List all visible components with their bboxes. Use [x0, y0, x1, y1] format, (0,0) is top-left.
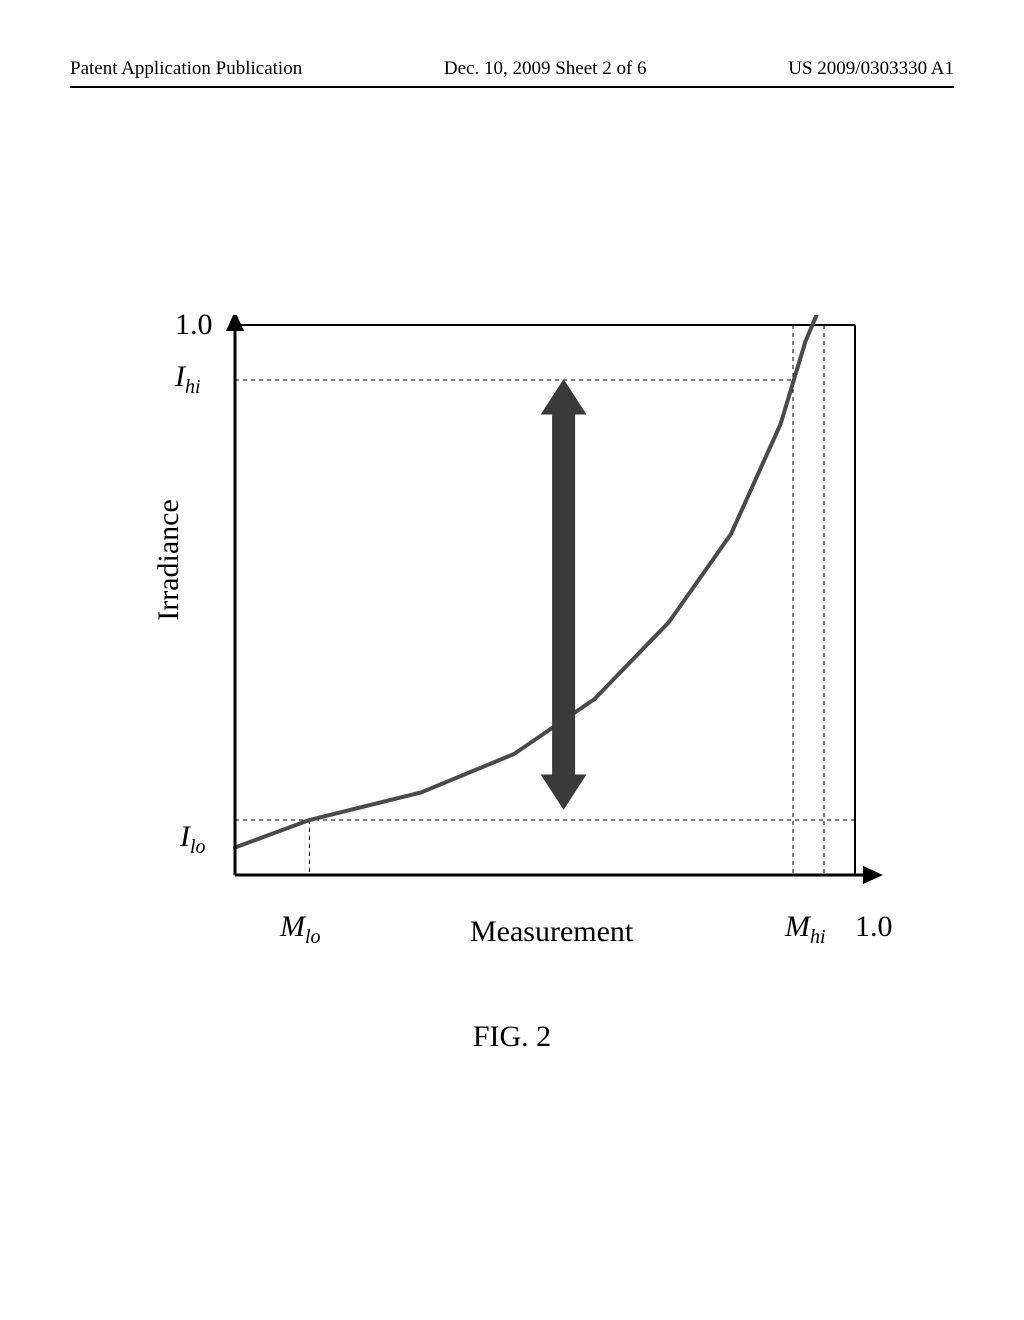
x-tick-M-lo-base: M: [280, 910, 305, 943]
page-header: Patent Application Publication Dec. 10, …: [0, 58, 1024, 88]
y-axis-label: Irradiance: [152, 499, 186, 621]
y-tick-I-hi: Ihi: [175, 360, 201, 399]
x-tick-M-lo: Mlo: [280, 910, 321, 949]
header-left: Patent Application Publication: [70, 58, 302, 80]
y-tick-I-lo: Ilo: [180, 820, 206, 859]
page: Patent Application Publication Dec. 10, …: [0, 0, 1024, 1320]
chart-svg: [225, 315, 885, 895]
y-tick-I-lo-base: I: [180, 820, 190, 853]
y-tick-I-lo-sub: lo: [190, 836, 206, 858]
x-tick-M-lo-sub: lo: [305, 926, 321, 948]
x-tick-M-hi-base: M: [785, 910, 810, 943]
header-row: Patent Application Publication Dec. 10, …: [0, 58, 1024, 86]
y-tick-I-hi-sub: hi: [185, 376, 201, 398]
y-tick-1.0: 1.0: [175, 308, 213, 342]
x-tick-1.0: 1.0: [855, 910, 893, 944]
header-rule: [70, 86, 954, 88]
header-right: US 2009/0303330 A1: [788, 58, 954, 80]
x-tick-M-hi-sub: hi: [810, 926, 826, 948]
figure-caption: FIG. 2: [0, 1020, 1024, 1054]
x-tick-M-hi: Mhi: [785, 910, 826, 949]
y-tick-I-hi-base: I: [175, 360, 185, 393]
header-mid: Dec. 10, 2009 Sheet 2 of 6: [444, 58, 647, 80]
x-axis-label: Measurement: [470, 915, 633, 949]
